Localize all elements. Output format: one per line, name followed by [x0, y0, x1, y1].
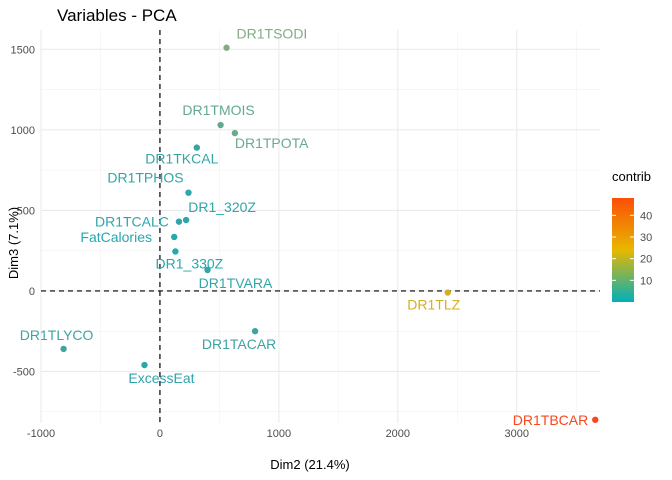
y-tick-label: 0	[29, 286, 35, 298]
legend-tick-label: 20	[640, 254, 652, 266]
point-label: DR1TMOIS	[182, 102, 254, 118]
x-tick-label: 0	[157, 428, 163, 440]
point-label: DR1TBCAR	[513, 412, 588, 428]
chart-title: Variables - PCA	[57, 6, 177, 25]
point-dr1_330z	[172, 248, 179, 255]
x-tick-label: 2000	[386, 428, 410, 440]
legend-tick-label: 10	[640, 275, 652, 287]
point-fatcalories	[171, 233, 178, 241]
point-label: ExcessEat	[128, 370, 194, 386]
point-label: DR1_330Z	[156, 255, 224, 271]
point-dr1_320z	[182, 216, 190, 224]
point-dr1tcalc	[175, 218, 183, 225]
point-label: DR1TPOTA	[235, 135, 309, 151]
point-excesseat	[141, 361, 148, 369]
point-dr1tvara	[204, 266, 211, 274]
point-label: DR1_320Z	[188, 199, 256, 215]
y-tick-label: 1500	[11, 44, 35, 56]
point-label: DR1TVARA	[199, 275, 273, 291]
point-label: DR1TLYCO	[20, 327, 94, 343]
point-label: DR1TACAR	[202, 336, 276, 352]
point-label: DR1TKCAL	[145, 151, 218, 167]
point-dr1tmois	[217, 121, 224, 129]
legend-tick-label: 40	[640, 210, 652, 222]
point-dr1tsodi	[223, 44, 230, 51]
point-label: DR1TSODI	[237, 26, 308, 42]
point-dr1tpota	[231, 129, 239, 137]
point-dr1tphos	[185, 189, 192, 196]
point-dr1tbcar	[592, 416, 599, 423]
point-dr1tacar	[251, 327, 259, 335]
point-dr1tlz	[444, 289, 451, 296]
data-points: DR1TSODI DR1TMOIS DR1TPOTA DR1TKCAL DR1TPHOS…	[20, 26, 599, 428]
plot-panel: -1000 0 1000 2000 3000 -500 0 500 1000 1500	[11, 30, 600, 440]
y-axis-title: Dim3 (7.1%)	[6, 207, 21, 279]
legend-tick-label: 30	[640, 232, 652, 244]
x-tick-label: 3000	[505, 428, 529, 440]
legend-title: contrib	[612, 169, 651, 184]
x-axis-title: Dim2 (21.4%)	[270, 457, 349, 472]
x-tick-label: 1000	[267, 428, 291, 440]
y-tick-label: 1000	[11, 125, 35, 137]
point-dr1tlyco	[60, 345, 67, 353]
y-tick-label: -500	[13, 366, 35, 378]
legend-colorbar	[612, 198, 634, 302]
y-tick-label: 500	[17, 205, 35, 217]
point-label: DR1TCALC	[95, 214, 169, 230]
point-label: FatCalories	[80, 229, 152, 245]
contrib-legend: contrib 10 20 30 40	[612, 169, 652, 302]
x-tick-label: -1000	[27, 428, 55, 440]
point-dr1tkcal	[193, 144, 201, 151]
point-label: DR1TPHOS	[107, 170, 183, 186]
point-label: DR1TLZ	[407, 297, 460, 313]
